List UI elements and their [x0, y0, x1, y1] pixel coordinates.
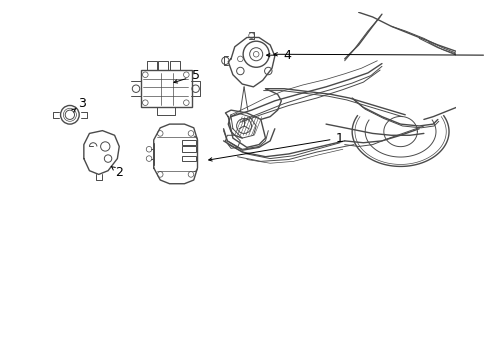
Text: 1: 1: [336, 131, 344, 145]
Bar: [182, 140, 196, 145]
Text: 4: 4: [283, 49, 291, 62]
Text: 3: 3: [78, 97, 86, 110]
Bar: [182, 147, 196, 152]
Text: 5: 5: [192, 69, 199, 82]
Text: 2: 2: [115, 166, 123, 179]
Bar: [141, 70, 192, 107]
Bar: [182, 156, 196, 161]
